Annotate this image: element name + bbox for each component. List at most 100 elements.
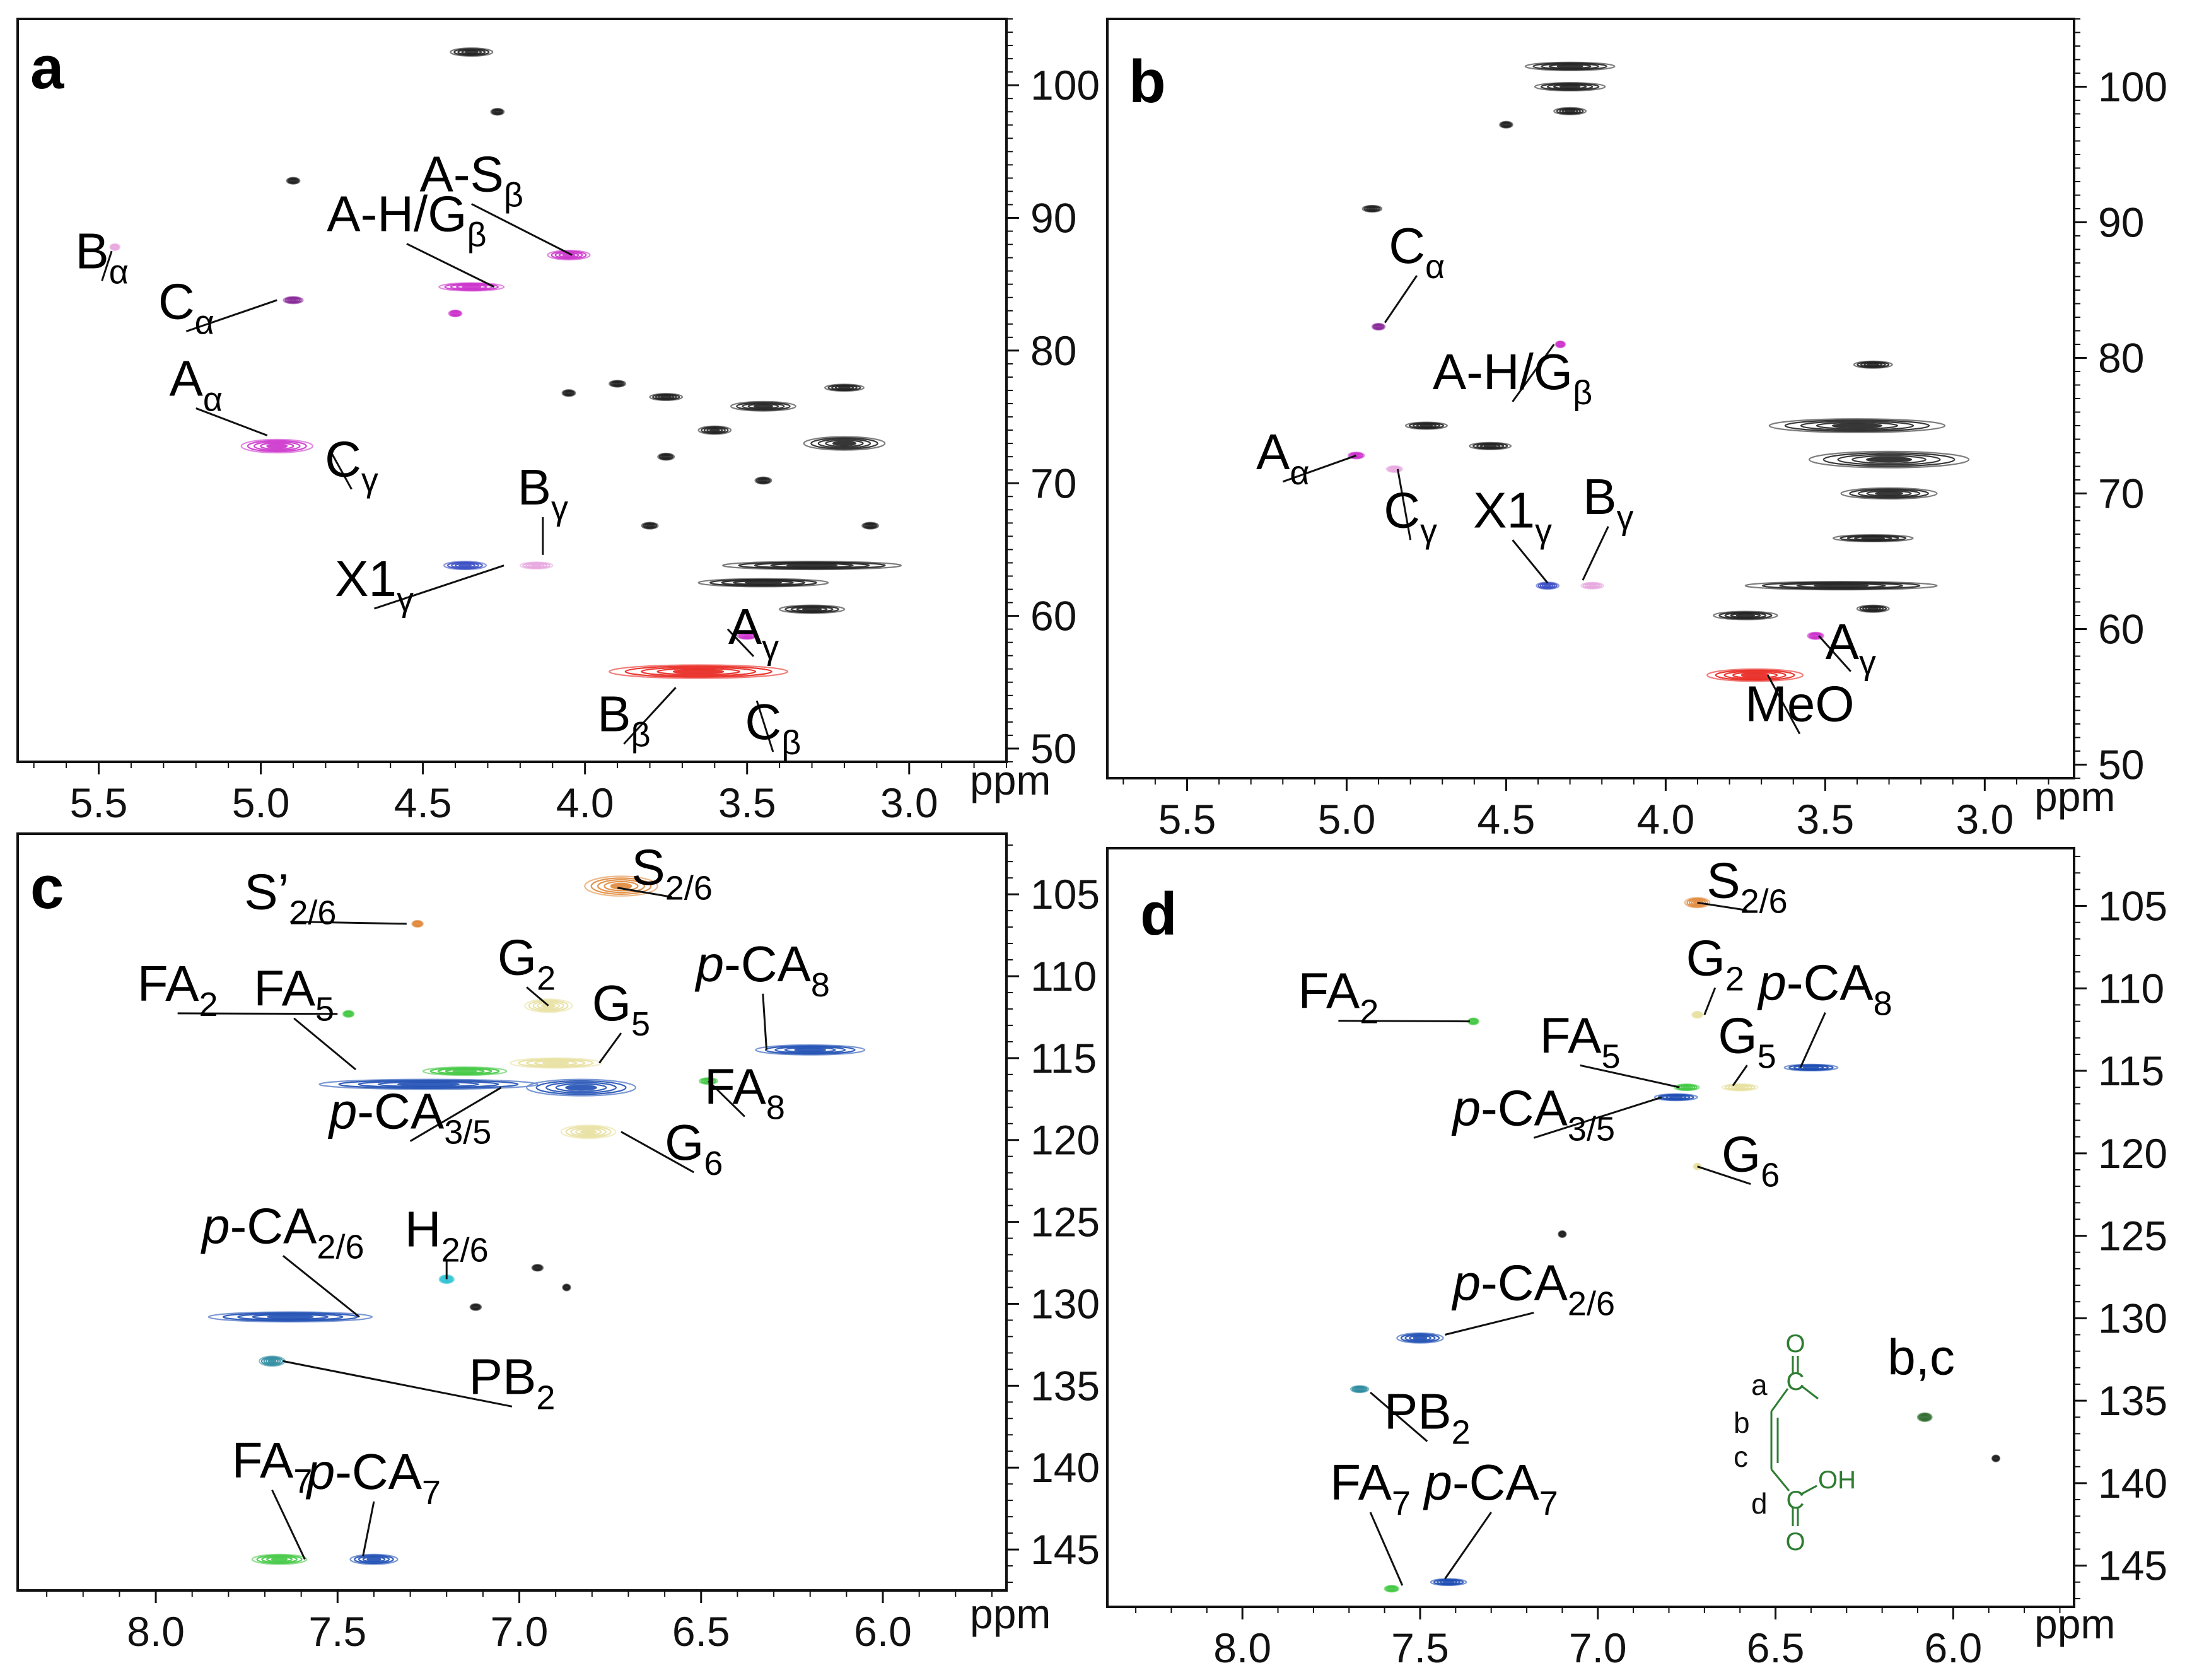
- contour-ring: [1994, 1457, 1998, 1461]
- peak-label-italic: p: [328, 1083, 358, 1140]
- label-leader-line: [1338, 1020, 1470, 1023]
- contour-peak: [1558, 1230, 1567, 1239]
- peak-label-base: H: [405, 1201, 441, 1257]
- peak-label-base: S: [1706, 852, 1740, 908]
- contour-ring: [1875, 491, 1903, 496]
- x-tick-label: 8.0: [1213, 1625, 1271, 1671]
- contour-peak: [697, 425, 732, 435]
- x-tick-label: 5.0: [232, 779, 290, 826]
- peak-label-subscript: γ: [762, 629, 779, 667]
- contour-peak: [207, 1311, 373, 1323]
- contour-ring: [267, 1359, 277, 1363]
- peak-label-base: G: [665, 1114, 704, 1170]
- peak-label-base: -CA: [230, 1198, 317, 1254]
- contour-ring: [779, 604, 846, 614]
- peak-label: FA7: [1330, 1454, 1411, 1522]
- peak-label: p-CA8: [1757, 955, 1892, 1023]
- contour-ring: [1866, 457, 1913, 463]
- contour-ring: [1556, 64, 1583, 69]
- peak-label-subscript: γ: [1859, 644, 1876, 682]
- y-tick-label: 115: [1030, 1035, 1097, 1082]
- contour-ring: [810, 437, 878, 450]
- contour-ring: [1669, 1095, 1683, 1099]
- y-tick-label: 100: [2098, 64, 2167, 110]
- peak-label: p-CA3/5: [1452, 1080, 1615, 1148]
- contour-ring: [1588, 584, 1597, 588]
- peak-label-subscript: 7: [293, 1462, 312, 1500]
- x-axis-unit-label: ppm: [970, 1590, 1051, 1637]
- contour-ring: [1420, 424, 1433, 428]
- contour-ring: [252, 1314, 329, 1320]
- x-tick-label: 7.0: [491, 1608, 549, 1655]
- contour-ring: [1768, 418, 1946, 433]
- contour-ring: [358, 1080, 499, 1088]
- contour-ring: [1546, 83, 1594, 90]
- contour-ring: [551, 250, 587, 260]
- label-leader-line: [1512, 539, 1549, 584]
- contour-peak: [730, 400, 796, 412]
- contour-ring: [510, 1057, 602, 1069]
- peak-label-subscript: 6: [704, 1145, 723, 1182]
- contour-ring: [1548, 64, 1592, 69]
- contour-ring: [524, 998, 573, 1013]
- label-leader-line: [177, 1012, 338, 1015]
- contour-peak: [1580, 581, 1604, 590]
- contour-peak: [697, 578, 829, 588]
- peak-label-base: FA: [232, 1432, 294, 1488]
- contour-peak: [1856, 604, 1890, 613]
- contour-ring: [366, 1557, 382, 1561]
- contour-ring: [555, 1083, 607, 1092]
- x-axis-unit-label: ppm: [2034, 773, 2115, 820]
- x-tick-label: 3.0: [880, 779, 938, 826]
- label-leader-line: [1444, 1512, 1492, 1580]
- contour-peak: [1396, 1332, 1444, 1344]
- contour-ring: [554, 251, 583, 259]
- x-tick-label: 7.5: [1391, 1625, 1449, 1671]
- contour-ring: [338, 1079, 519, 1089]
- contour-ring: [532, 1000, 564, 1011]
- contour-ring: [697, 578, 829, 588]
- y-tick-label: 105: [1030, 871, 1100, 918]
- contour-peak: [609, 664, 789, 679]
- label-leader-line: [1384, 275, 1418, 324]
- y-tick-label: 140: [2098, 1460, 2167, 1507]
- contour-peak: [1706, 668, 1804, 682]
- contour-ring: [1682, 1085, 1691, 1089]
- peak-label-subscript: 2/6: [317, 1228, 364, 1266]
- contour-peak: [1430, 1578, 1467, 1587]
- y-tick-label: 135: [2098, 1377, 2167, 1424]
- contour-ring: [1368, 207, 1376, 211]
- contour-ring: [697, 425, 732, 435]
- contour-ring: [832, 441, 857, 446]
- x-tick-label: 7.5: [308, 1608, 366, 1655]
- contour-ring: [1732, 672, 1778, 679]
- contour-ring: [1544, 584, 1552, 588]
- contour-ring: [722, 561, 902, 571]
- contour-ring: [803, 436, 886, 451]
- contour-ring: [528, 1000, 569, 1012]
- peak-label-italic: p: [1452, 1080, 1481, 1136]
- peak-label: Aγ: [728, 598, 779, 667]
- contour-ring: [709, 428, 720, 432]
- contour-ring: [260, 1356, 284, 1366]
- peak-label: b,c: [1887, 1329, 1955, 1385]
- contour-ring: [256, 1555, 303, 1565]
- contour-peak: [1385, 465, 1404, 473]
- peak-label-base: A-H/G: [327, 186, 467, 242]
- contour-ring: [1396, 1332, 1444, 1344]
- y-tick-label: 145: [2098, 1543, 2167, 1589]
- x-tick-label: 4.5: [394, 779, 452, 826]
- contour-ring: [770, 563, 854, 568]
- peak-label: Aγ: [1826, 614, 1876, 682]
- peak-label-subscript: γ: [361, 462, 378, 499]
- peak-label-base: FA: [1540, 1007, 1602, 1063]
- contour-ring: [494, 110, 500, 114]
- panel-letter: c: [30, 854, 64, 921]
- contour-peak: [1916, 1412, 1933, 1422]
- contour-ring: [1686, 897, 1708, 907]
- contour-ring: [261, 1555, 298, 1563]
- contour-peak: [240, 438, 313, 453]
- peak-label: FA5: [254, 960, 334, 1029]
- contour-ring: [1560, 1232, 1565, 1236]
- contour-peak: [1361, 204, 1383, 213]
